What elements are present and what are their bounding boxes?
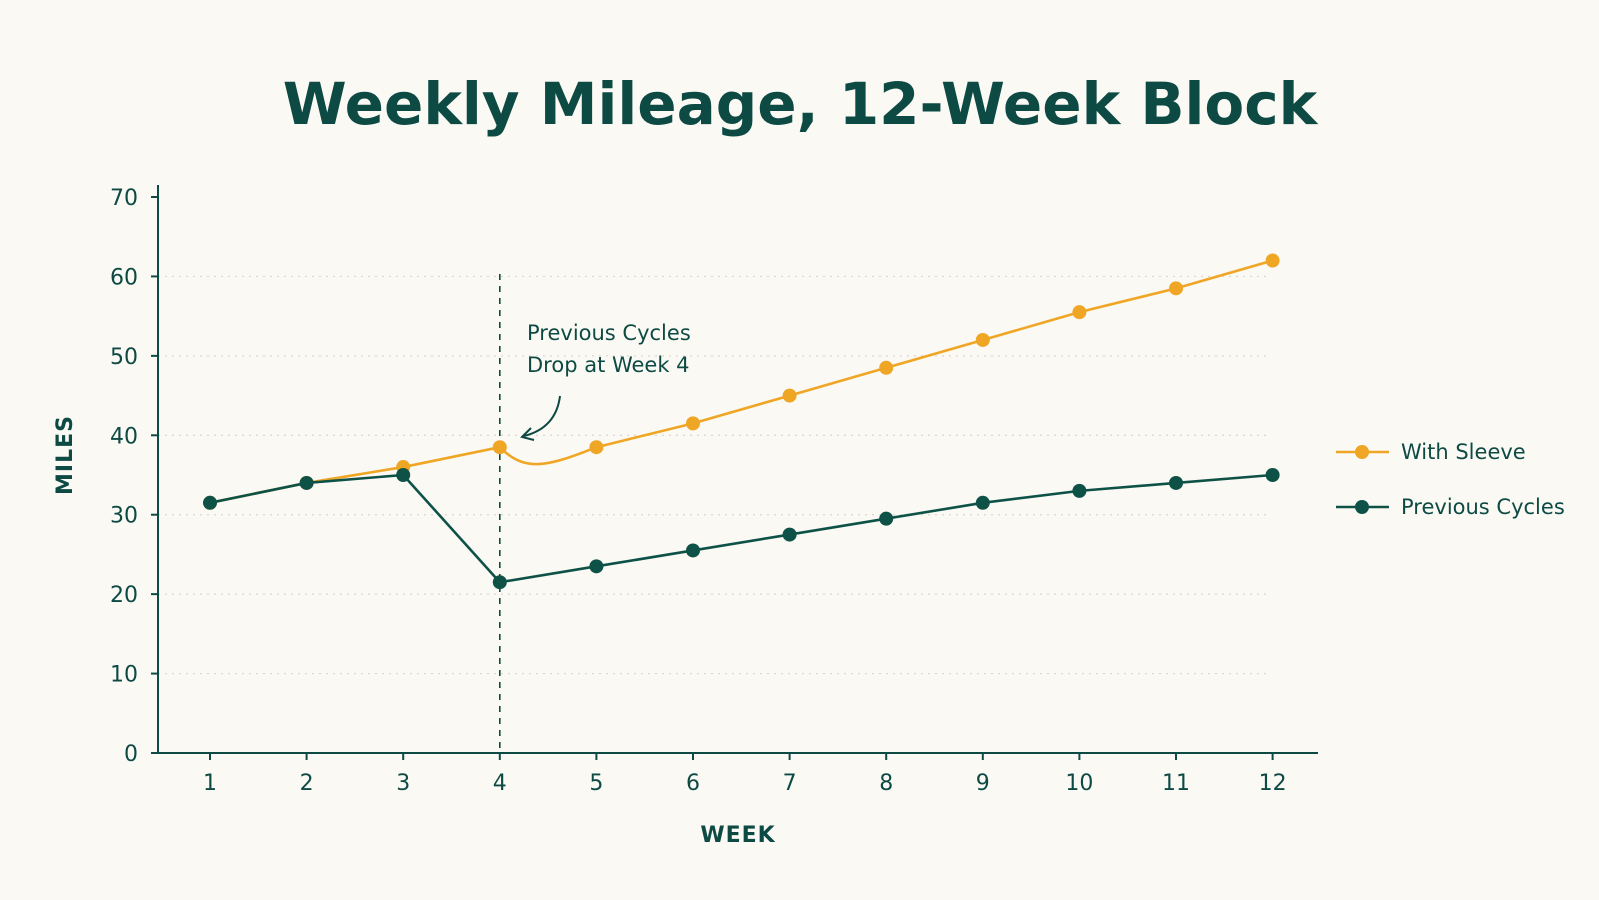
x-tick-label-3: 3 — [396, 771, 410, 796]
y-axis-ticks: 0 10 20 30 40 50 60 70 — [110, 186, 158, 767]
x-tick-label-1: 1 — [203, 771, 217, 796]
y-tick-label-30: 30 — [110, 504, 138, 529]
x-tick-label-8: 8 — [879, 771, 893, 796]
data-point-with-sleeve-week-5 — [589, 440, 604, 455]
x-tick-label-6: 6 — [686, 771, 700, 796]
y-tick-label-60: 60 — [110, 265, 138, 290]
y-tick-label-40: 40 — [110, 424, 138, 449]
x-tick-label-2: 2 — [300, 771, 314, 796]
y-tick-label-50: 50 — [110, 345, 138, 370]
x-axis-title: WEEK — [700, 823, 775, 848]
data-point-previous-cycles-week-6 — [686, 543, 700, 558]
data-point-with-sleeve-week-7 — [782, 388, 797, 403]
x-tick-label-9: 9 — [976, 771, 990, 796]
data-point-previous-cycles-week-2 — [299, 475, 314, 490]
data-point-previous-cycles-week-4 — [492, 575, 507, 590]
data-point-with-sleeve-week-8 — [879, 360, 894, 375]
data-point-with-sleeve-week-6 — [686, 416, 700, 431]
data-point-with-sleeve-week-10 — [1072, 305, 1087, 320]
data-point-previous-cycles-week-7 — [782, 527, 797, 542]
annotation: Previous Cycles Drop at Week 4 — [520, 321, 691, 441]
data-point-with-sleeve-week-11 — [1169, 281, 1183, 296]
data-point-previous-cycles-week-11 — [1169, 475, 1183, 490]
y-tick-label-0: 0 — [124, 742, 138, 767]
data-point-previous-cycles-week-12 — [1265, 468, 1280, 482]
legend-marker-previous-cycles — [1355, 500, 1369, 514]
data-point-previous-cycles-week-1 — [203, 495, 217, 510]
series-line-with-sleeve — [209, 259, 1273, 505]
legend-marker-with-sleeve — [1355, 445, 1369, 459]
legend-label-with-sleeve: With Sleeve — [1401, 440, 1526, 464]
annotation-arrow — [523, 395, 561, 437]
data-point-previous-cycles-week-3 — [396, 468, 411, 482]
series-line-previous-cycles — [209, 473, 1273, 584]
y-tick-label-20: 20 — [110, 583, 138, 608]
x-axis-ticks: 1 2 3 4 5 6 7 8 9 10 11 12 — [203, 753, 1287, 796]
x-tick-label-12: 12 — [1259, 771, 1287, 796]
data-point-previous-cycles-week-9 — [975, 495, 990, 510]
data-point-previous-cycles-week-8 — [879, 511, 894, 526]
data-point-with-sleeve-week-4 — [492, 440, 507, 455]
series-layer — [203, 253, 1280, 590]
y-axis-title: MILES — [53, 415, 78, 495]
x-tick-label-7: 7 — [783, 771, 797, 796]
y-tick-label-70: 70 — [110, 186, 138, 211]
annotation-arrowhead — [520, 427, 535, 441]
x-tick-label-5: 5 — [589, 771, 603, 796]
annotation-line-1: Previous Cycles — [527, 321, 691, 345]
x-tick-label-4: 4 — [493, 771, 507, 796]
x-tick-label-11: 11 — [1162, 771, 1190, 796]
chart-title: Weekly Mileage, 12-Week Block — [283, 70, 1319, 138]
legend-label-previous-cycles: Previous Cycles — [1401, 495, 1565, 519]
x-tick-label-10: 10 — [1065, 771, 1093, 796]
data-point-with-sleeve-week-12 — [1265, 253, 1280, 268]
data-point-with-sleeve-week-9 — [975, 332, 990, 347]
annotation-line-2: Drop at Week 4 — [527, 353, 690, 377]
data-point-previous-cycles-week-10 — [1072, 483, 1087, 498]
y-tick-label-10: 10 — [110, 663, 138, 688]
axes — [157, 185, 1318, 754]
data-point-previous-cycles-week-5 — [589, 559, 604, 574]
gridlines — [158, 275, 1268, 675]
legend: With Sleeve Previous Cycles — [1336, 440, 1565, 519]
